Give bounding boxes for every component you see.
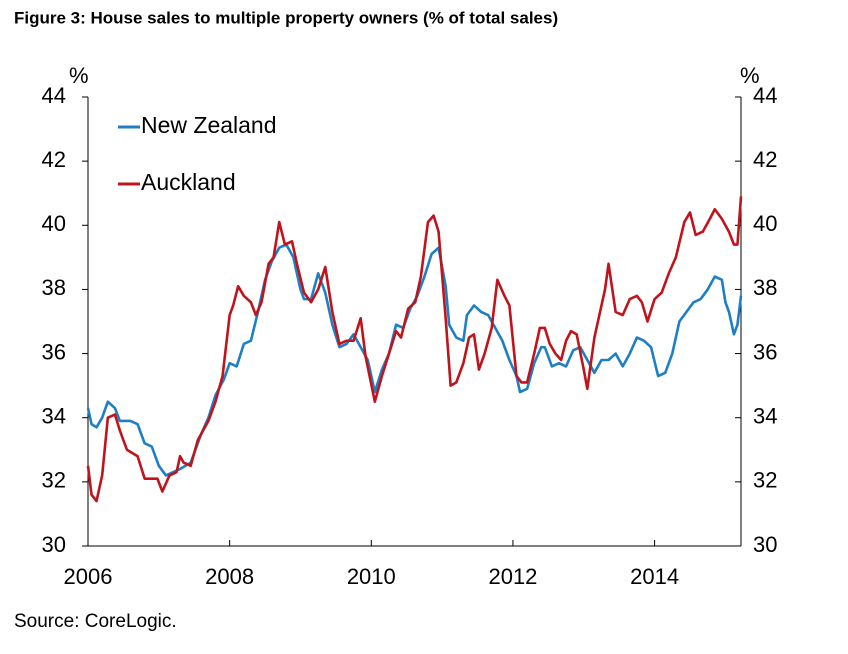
- x-tick-label: 2010: [347, 564, 396, 589]
- y2-tick-label: 32: [753, 468, 777, 493]
- series-line: [86, 243, 743, 477]
- y2-tick-label: 36: [753, 339, 777, 364]
- y-tick-label: 38: [42, 275, 66, 300]
- y-tick-label: 32: [42, 468, 66, 493]
- y-tick-label: 36: [42, 339, 66, 364]
- y2-tick-label: 30: [753, 532, 777, 557]
- x-tick-label: 2012: [488, 564, 537, 589]
- chart-title: Figure 3: House sales to multiple proper…: [14, 8, 558, 27]
- y-tick-label: 34: [42, 404, 66, 429]
- x-tick-label: 2014: [630, 564, 679, 589]
- series-line: [86, 196, 743, 503]
- source-note: Source: CoreLogic.: [14, 611, 177, 632]
- y-axis-label: %: [69, 63, 89, 88]
- x-tick-label: 2006: [64, 564, 113, 589]
- y2-tick-label: 34: [753, 404, 777, 429]
- y2-tick-label: 38: [753, 275, 777, 300]
- x-tick-label: 2008: [205, 564, 254, 589]
- y-tick-label: 44: [42, 83, 66, 108]
- y-tick-label: 30: [42, 532, 66, 557]
- legend-label: New Zealand: [141, 112, 277, 138]
- legend-label: Auckland: [141, 169, 236, 195]
- y2-tick-label: 40: [753, 211, 777, 236]
- y-tick-label: 42: [42, 147, 66, 172]
- y2-tick-label: 44: [753, 83, 777, 108]
- y2-tick-label: 42: [753, 147, 777, 172]
- y-tick-label: 40: [42, 211, 66, 236]
- y2-axis-label: %: [740, 63, 760, 88]
